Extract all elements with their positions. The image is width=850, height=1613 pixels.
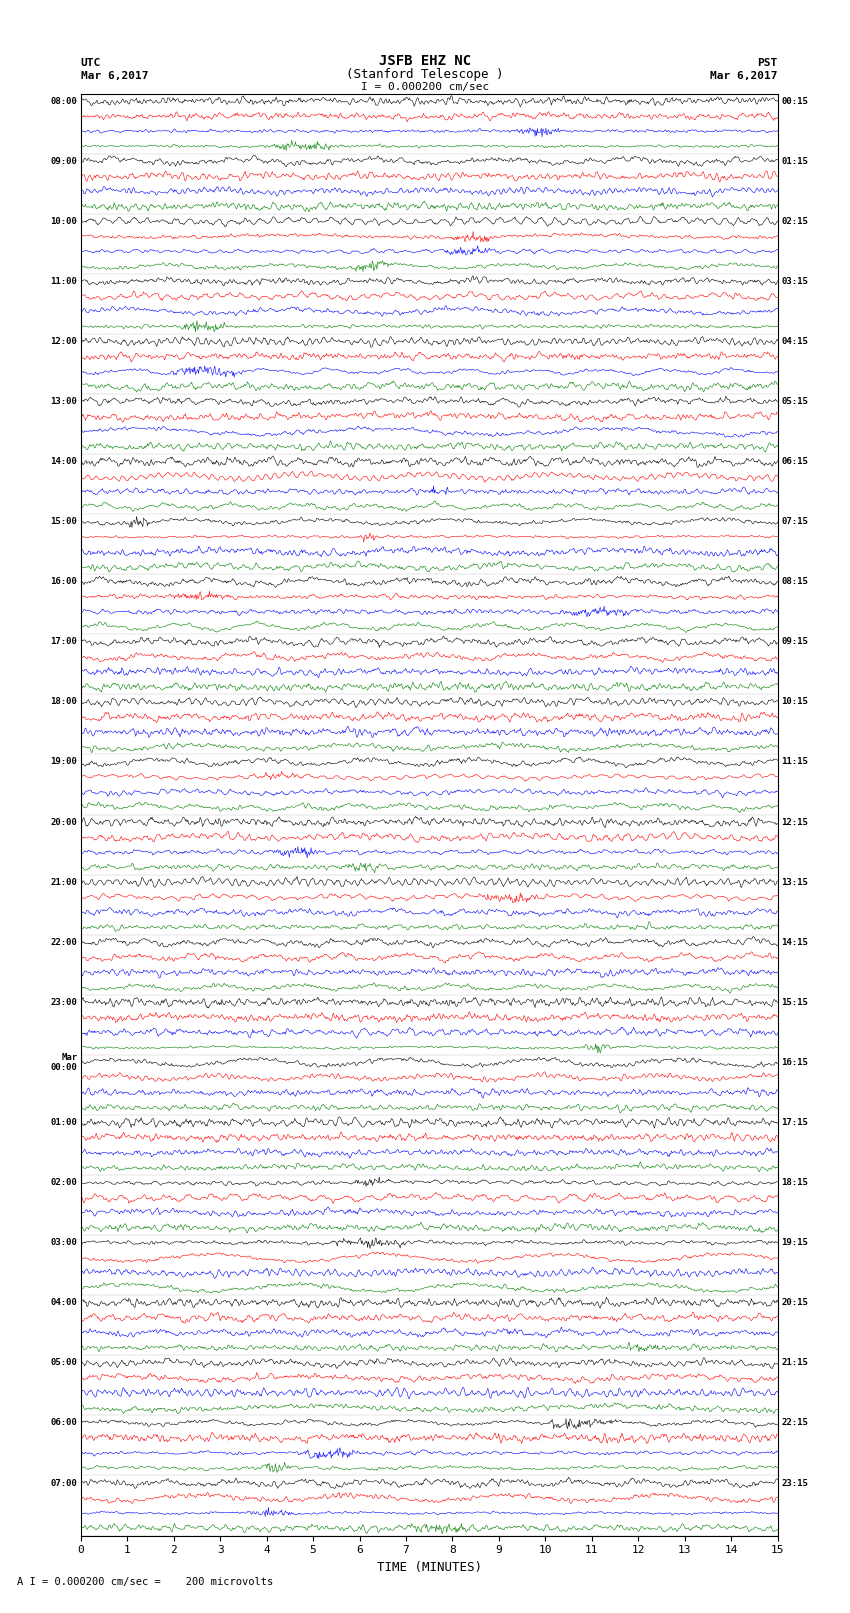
Text: 17:00: 17:00 bbox=[50, 637, 77, 647]
Text: 20:00: 20:00 bbox=[50, 818, 77, 826]
Text: 00:15: 00:15 bbox=[781, 97, 808, 105]
Text: 10:00: 10:00 bbox=[50, 216, 77, 226]
Text: (Stanford Telescope ): (Stanford Telescope ) bbox=[346, 68, 504, 81]
Text: PST: PST bbox=[757, 58, 778, 68]
Text: 05:15: 05:15 bbox=[781, 397, 808, 406]
Text: 01:00: 01:00 bbox=[50, 1118, 77, 1127]
Text: 03:00: 03:00 bbox=[50, 1239, 77, 1247]
Text: 07:00: 07:00 bbox=[50, 1479, 77, 1487]
Text: 14:00: 14:00 bbox=[50, 456, 77, 466]
Text: 17:15: 17:15 bbox=[781, 1118, 808, 1127]
Text: 20:15: 20:15 bbox=[781, 1298, 808, 1307]
Text: 04:00: 04:00 bbox=[50, 1298, 77, 1307]
Text: 08:15: 08:15 bbox=[781, 577, 808, 586]
Text: 18:00: 18:00 bbox=[50, 697, 77, 706]
Text: 23:00: 23:00 bbox=[50, 998, 77, 1007]
Text: 11:15: 11:15 bbox=[781, 758, 808, 766]
Text: 12:00: 12:00 bbox=[50, 337, 77, 345]
Text: 18:15: 18:15 bbox=[781, 1177, 808, 1187]
Text: 02:15: 02:15 bbox=[781, 216, 808, 226]
Text: 15:15: 15:15 bbox=[781, 998, 808, 1007]
Text: 10:15: 10:15 bbox=[781, 697, 808, 706]
Text: A I = 0.000200 cm/sec =    200 microvolts: A I = 0.000200 cm/sec = 200 microvolts bbox=[17, 1578, 273, 1587]
Text: 04:15: 04:15 bbox=[781, 337, 808, 345]
Text: 11:00: 11:00 bbox=[50, 277, 77, 286]
Text: Mar 6,2017: Mar 6,2017 bbox=[711, 71, 778, 81]
Text: 19:15: 19:15 bbox=[781, 1239, 808, 1247]
Text: 03:15: 03:15 bbox=[781, 277, 808, 286]
Text: 07:15: 07:15 bbox=[781, 518, 808, 526]
Text: 14:15: 14:15 bbox=[781, 937, 808, 947]
Text: 23:15: 23:15 bbox=[781, 1479, 808, 1487]
Text: 06:15: 06:15 bbox=[781, 456, 808, 466]
Text: 16:00: 16:00 bbox=[50, 577, 77, 586]
Text: 01:15: 01:15 bbox=[781, 156, 808, 166]
Text: UTC: UTC bbox=[81, 58, 101, 68]
Text: 13:00: 13:00 bbox=[50, 397, 77, 406]
Text: 15:00: 15:00 bbox=[50, 518, 77, 526]
Text: 09:00: 09:00 bbox=[50, 156, 77, 166]
Text: 22:00: 22:00 bbox=[50, 937, 77, 947]
Text: 06:00: 06:00 bbox=[50, 1418, 77, 1428]
Text: JSFB EHZ NC: JSFB EHZ NC bbox=[379, 53, 471, 68]
Text: Mar
00:00: Mar 00:00 bbox=[50, 1053, 77, 1073]
Text: 16:15: 16:15 bbox=[781, 1058, 808, 1066]
Text: 21:00: 21:00 bbox=[50, 877, 77, 887]
Text: 12:15: 12:15 bbox=[781, 818, 808, 826]
Text: 09:15: 09:15 bbox=[781, 637, 808, 647]
Text: I = 0.000200 cm/sec: I = 0.000200 cm/sec bbox=[361, 82, 489, 92]
Text: 08:00: 08:00 bbox=[50, 97, 77, 105]
X-axis label: TIME (MINUTES): TIME (MINUTES) bbox=[377, 1561, 482, 1574]
Text: 21:15: 21:15 bbox=[781, 1358, 808, 1368]
Text: 05:00: 05:00 bbox=[50, 1358, 77, 1368]
Text: Mar 6,2017: Mar 6,2017 bbox=[81, 71, 148, 81]
Text: 19:00: 19:00 bbox=[50, 758, 77, 766]
Text: 02:00: 02:00 bbox=[50, 1177, 77, 1187]
Text: 13:15: 13:15 bbox=[781, 877, 808, 887]
Text: 22:15: 22:15 bbox=[781, 1418, 808, 1428]
